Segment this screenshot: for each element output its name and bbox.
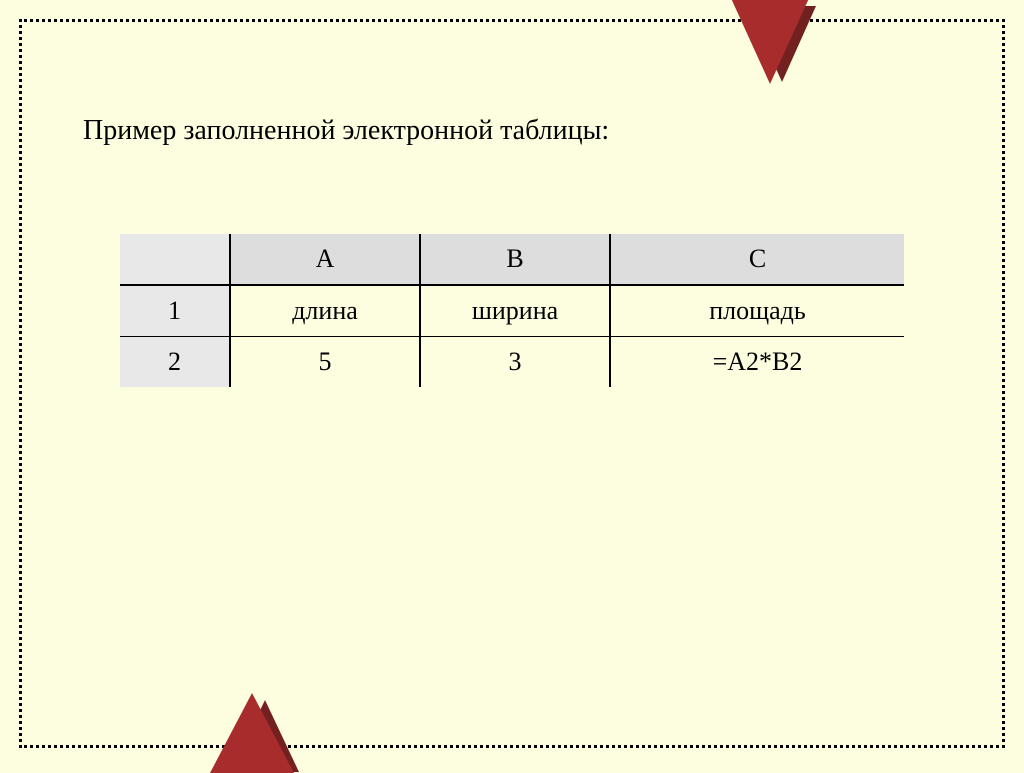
cell-c2: =A2*B2 — [610, 337, 904, 388]
col-header-a: A — [230, 234, 420, 285]
table-row: 2 5 3 =A2*B2 — [120, 337, 904, 388]
cell-a1: длина — [230, 285, 420, 337]
slide-title: Пример заполненной электронной таблицы: — [83, 115, 609, 147]
cell-a2: 5 — [230, 337, 420, 388]
triangle-icon — [210, 693, 294, 773]
corner-cell — [120, 234, 230, 285]
table-header-row: A B C — [120, 234, 904, 285]
row-number: 1 — [120, 285, 230, 337]
triangle-icon — [730, 0, 810, 84]
spreadsheet-table: A B C 1 длина ширина площадь 2 5 3 =A2*B… — [120, 234, 904, 387]
col-header-c: C — [610, 234, 904, 285]
cell-b2: 3 — [420, 337, 610, 388]
table-row: 1 длина ширина площадь — [120, 285, 904, 337]
cell-b1: ширина — [420, 285, 610, 337]
col-header-b: B — [420, 234, 610, 285]
row-number: 2 — [120, 337, 230, 388]
cell-c1: площадь — [610, 285, 904, 337]
